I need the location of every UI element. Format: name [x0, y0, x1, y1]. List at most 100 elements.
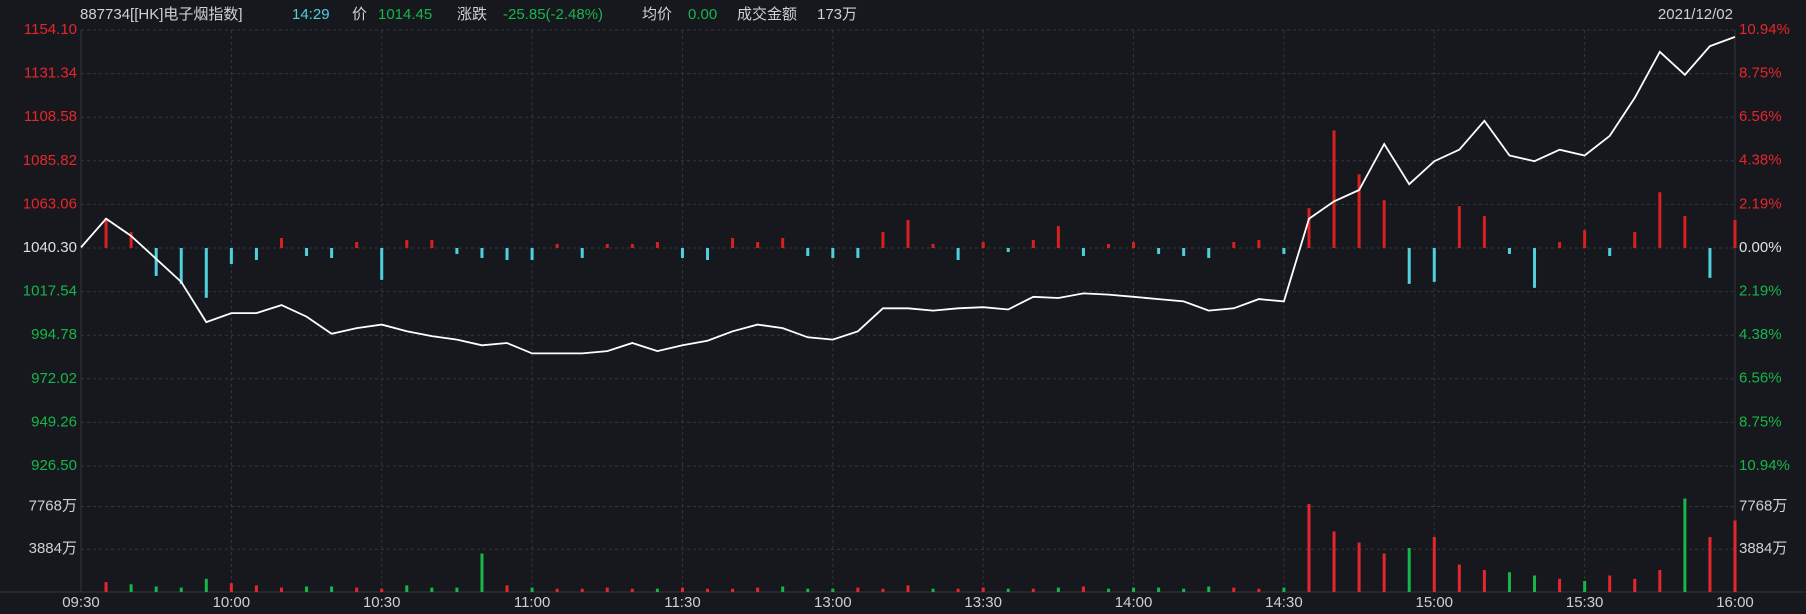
volume-bar: [480, 553, 484, 592]
change: -25.85(-2.48%): [503, 6, 603, 23]
x-tick-label: 15:00: [1415, 594, 1453, 611]
volume-bar: [204, 578, 208, 592]
flow-bar: [1106, 244, 1110, 248]
volume-bar: [430, 587, 434, 592]
volume-bar: [179, 587, 183, 592]
flow-bar: [756, 242, 760, 248]
volume-bar: [380, 588, 384, 592]
quote-time: 14:29: [292, 6, 330, 23]
y2-tick-label: 4.38%: [1739, 152, 1782, 169]
volume-bar: [680, 587, 684, 592]
x-tick-label: 15:30: [1566, 594, 1604, 611]
flow-bar: [1507, 248, 1511, 254]
flow-bar: [981, 242, 985, 248]
flow-bar: [305, 248, 309, 256]
flow-bar: [781, 238, 785, 248]
volume-bar: [1357, 542, 1361, 592]
x-tick-label: 10:00: [213, 594, 251, 611]
volume-bar: [305, 586, 309, 592]
flow-bar: [956, 248, 960, 260]
flow-bar: [1257, 240, 1261, 248]
flow-bar: [530, 248, 534, 260]
flow-bar: [1232, 242, 1236, 248]
flow-bar: [1132, 242, 1136, 248]
volume-bar: [1658, 570, 1662, 592]
flow-bar: [555, 244, 559, 248]
avg-label: 均价: [642, 6, 672, 23]
flow-bar: [1683, 216, 1687, 248]
flow-bar: [179, 248, 183, 284]
y2-tick-label: 10.94%: [1739, 21, 1790, 38]
y2-tick-label: 2.19%: [1739, 195, 1782, 212]
volume-bar: [806, 588, 810, 592]
volume-bar: [1056, 587, 1060, 592]
volume-bar: [1257, 588, 1261, 592]
volume-bar: [1683, 498, 1687, 592]
volume-bar: [1106, 588, 1110, 592]
volume-bar: [505, 585, 509, 592]
flow-bar: [706, 248, 710, 260]
flow-bar: [430, 240, 434, 248]
y2-tick-label: 7768万: [1739, 498, 1787, 515]
x-tick-label: 16:00: [1716, 594, 1754, 611]
flow-bar: [881, 232, 885, 248]
x-tick-label: 09:30: [62, 594, 100, 611]
volume-bar: [706, 588, 710, 592]
volume-bar: [555, 588, 559, 592]
flow-bar: [1332, 130, 1336, 248]
volume-bar: [1407, 548, 1411, 592]
x-tick-label: 13:00: [814, 594, 852, 611]
volume-bar: [605, 587, 609, 592]
volume-bar: [229, 583, 233, 592]
volume-bar: [856, 587, 860, 592]
volume-bar: [1708, 537, 1712, 592]
flow-bar: [1658, 192, 1662, 248]
volume-bar: [154, 586, 158, 592]
y-tick-label: 1040.30: [23, 239, 77, 256]
volume-bar: [129, 584, 133, 592]
flow-bar: [455, 248, 459, 254]
y2-tick-label: 2.19%: [1739, 283, 1782, 300]
flow-bar: [505, 248, 509, 260]
volume-bar: [330, 586, 334, 592]
volume-bar: [956, 588, 960, 592]
volume-bar: [1232, 587, 1236, 592]
volume-bar: [355, 587, 359, 592]
volume-bar: [1282, 587, 1286, 592]
volume-bar: [1382, 553, 1386, 592]
flow-bar: [655, 242, 659, 248]
flow-bar: [605, 244, 609, 248]
flow-bar: [906, 220, 910, 248]
flow-bar: [1583, 230, 1587, 248]
change-label: 涨跌: [457, 6, 487, 23]
y-tick-label: 1154.10: [24, 21, 77, 38]
volume-bar: [1006, 588, 1010, 592]
flow-bar: [480, 248, 484, 258]
flow-bar: [831, 248, 835, 258]
index-name: 887734[[HK]电子烟指数]: [80, 6, 243, 23]
flow-bar: [630, 244, 634, 248]
flow-bar: [355, 242, 359, 248]
volume-bar: [1608, 575, 1612, 592]
volume-bar: [906, 585, 910, 592]
volume-bar: [1507, 572, 1511, 592]
flow-bar: [1081, 248, 1085, 256]
flow-bar: [731, 238, 735, 248]
volume-bar: [881, 588, 885, 592]
volume-bar: [1182, 588, 1186, 592]
flow-bar: [204, 248, 208, 298]
volume-bar: [931, 588, 935, 592]
volume-bar: [981, 587, 985, 592]
flow-bar: [806, 248, 810, 256]
volume-bar: [580, 588, 584, 592]
price-line: [80, 36, 1736, 355]
volume-bar: [1733, 520, 1737, 592]
y-tick-label: 926.50: [31, 457, 77, 474]
volume-bar: [104, 582, 108, 592]
volume-bar: [1558, 578, 1562, 592]
flow-bar: [405, 240, 409, 248]
flow-bar: [279, 238, 283, 248]
flow-bar: [1482, 216, 1486, 248]
